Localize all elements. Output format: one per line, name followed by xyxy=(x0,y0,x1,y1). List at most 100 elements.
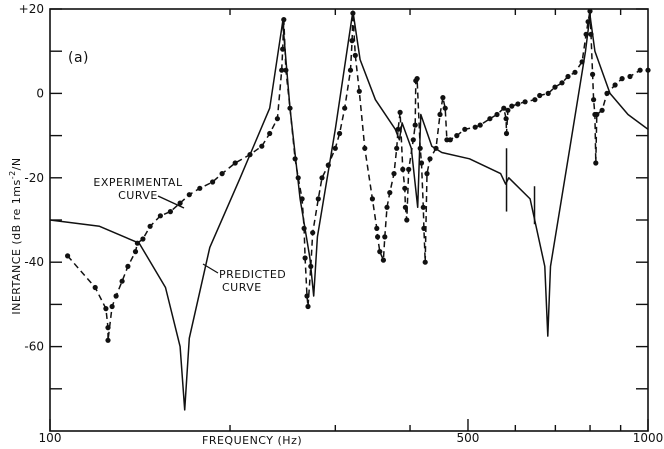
experimental-data-point xyxy=(583,31,589,37)
experimental-data-point xyxy=(279,67,285,73)
experimental-data-point xyxy=(462,126,468,132)
experimental-data-point xyxy=(627,73,633,80)
experimental-data-point xyxy=(134,240,140,246)
predicted-leader-line xyxy=(202,263,219,274)
experimental-data-point xyxy=(404,217,410,223)
experimental-data-point xyxy=(356,88,362,94)
experimental-data-point xyxy=(119,278,125,284)
experimental-data-point xyxy=(332,145,338,151)
experimental-data-point xyxy=(422,259,428,265)
experimental-data-point xyxy=(337,130,343,137)
experimental-data-point xyxy=(374,225,380,231)
y-axis-label: INERTANCE (dB re 1ms-2/N xyxy=(8,157,23,314)
experimental-data-point xyxy=(247,152,253,158)
y-axis-label-sup: -2 xyxy=(8,170,17,179)
experimental-data-point xyxy=(197,185,203,191)
experimental-data-point xyxy=(612,82,618,88)
experimental-data-point xyxy=(267,130,273,137)
experimental-data-point xyxy=(440,95,446,101)
experimental-data-point xyxy=(395,126,401,132)
experimental-data-point xyxy=(637,67,643,73)
y-tick-label: -20 xyxy=(24,171,44,185)
experimental-data-point xyxy=(509,103,515,109)
experimental-data-point xyxy=(283,67,289,73)
experimental-data-point xyxy=(281,17,287,23)
experimental-data-point xyxy=(572,69,578,75)
predicted-curve-line xyxy=(49,10,649,411)
experimental-data-point xyxy=(125,263,131,269)
experimental-data-point xyxy=(132,249,139,255)
experimental-data-point xyxy=(424,171,430,177)
experimental-data-point xyxy=(505,107,511,113)
experimental-data-point xyxy=(140,236,146,242)
experimental-data-point xyxy=(147,223,153,229)
experimental-data-point xyxy=(377,249,383,255)
experimental-annotation: EXPERIMENTAL CURVE xyxy=(93,176,185,209)
y-tick-label: 0 xyxy=(36,86,44,100)
experimental-data-point xyxy=(477,122,483,128)
experimental-data-point xyxy=(292,156,298,162)
experimental-data-point xyxy=(342,105,348,111)
predicted-label-line2: CURVE xyxy=(222,281,262,294)
experimental-data-point xyxy=(352,52,358,59)
experimental-data-point xyxy=(503,130,510,137)
experimental-data-point xyxy=(232,160,238,166)
x-tick-label: 1000 xyxy=(633,431,664,445)
predicted-annotation: PREDICTED CURVE xyxy=(202,263,286,294)
experimental-data-point xyxy=(410,137,416,143)
experimental-data-point xyxy=(565,73,571,80)
y-axis-label-tail: /N xyxy=(10,157,23,170)
experimental-data-point xyxy=(442,105,448,111)
experimental-data-point xyxy=(515,101,521,107)
experimental-label-line1: EXPERIMENTAL xyxy=(93,176,183,189)
experimental-data-point xyxy=(210,179,216,185)
experimental-data-point xyxy=(369,196,375,202)
experimental-data-point xyxy=(412,122,418,128)
experimental-data-point xyxy=(402,204,408,210)
experimental-data-point xyxy=(437,111,443,118)
experimental-data-point xyxy=(105,337,111,343)
y-tick-label: -60 xyxy=(24,340,44,354)
experimental-data-point xyxy=(402,185,408,191)
experimental-data-point xyxy=(287,105,293,111)
experimental-data-point xyxy=(157,213,163,219)
experimental-data-point xyxy=(604,90,610,96)
experimental-data-point xyxy=(579,59,585,65)
experimental-data-point xyxy=(375,234,381,240)
experimental-data-point xyxy=(588,31,594,37)
experimental-data-point xyxy=(295,175,301,181)
experimental-data-point xyxy=(552,84,558,90)
experimental-data-point xyxy=(219,171,225,177)
experimental-data-point xyxy=(167,209,173,215)
x-axis-label: FREQUENCY (Hz) xyxy=(202,434,302,447)
experimental-data-point xyxy=(391,171,397,177)
experimental-data-point xyxy=(349,38,355,44)
experimental-data-point xyxy=(394,145,400,151)
experimental-data-point xyxy=(109,303,115,310)
experimental-data-point xyxy=(501,105,507,111)
x-tick-label: 100 xyxy=(39,431,62,445)
experimental-data-point xyxy=(362,145,368,151)
experimental-curve-group xyxy=(65,8,651,343)
experimental-data-point xyxy=(380,257,386,263)
experimental-data-point xyxy=(186,192,192,198)
experimental-data-point xyxy=(310,230,316,236)
experimental-data-point xyxy=(522,99,528,105)
experimental-data-point xyxy=(585,19,591,25)
experimental-data-point xyxy=(259,143,265,149)
experimental-data-point xyxy=(599,107,605,113)
experimental-data-point xyxy=(308,263,314,269)
experimental-data-point xyxy=(591,97,597,103)
experimental-data-point xyxy=(427,156,433,162)
y-tick-label: -40 xyxy=(24,255,44,269)
experimental-data-point xyxy=(494,111,500,118)
axes: +20 0 -20 -40 -60 100 500 1000 xyxy=(19,2,664,445)
experimental-data-point xyxy=(305,303,311,310)
experimental-leader-line xyxy=(157,195,185,209)
experimental-data-point xyxy=(400,166,406,172)
experimental-data-point xyxy=(325,162,331,168)
experimental-label-line2: CURVE xyxy=(118,189,158,202)
experimental-data-point xyxy=(532,97,538,103)
experimental-data-point xyxy=(590,71,596,77)
